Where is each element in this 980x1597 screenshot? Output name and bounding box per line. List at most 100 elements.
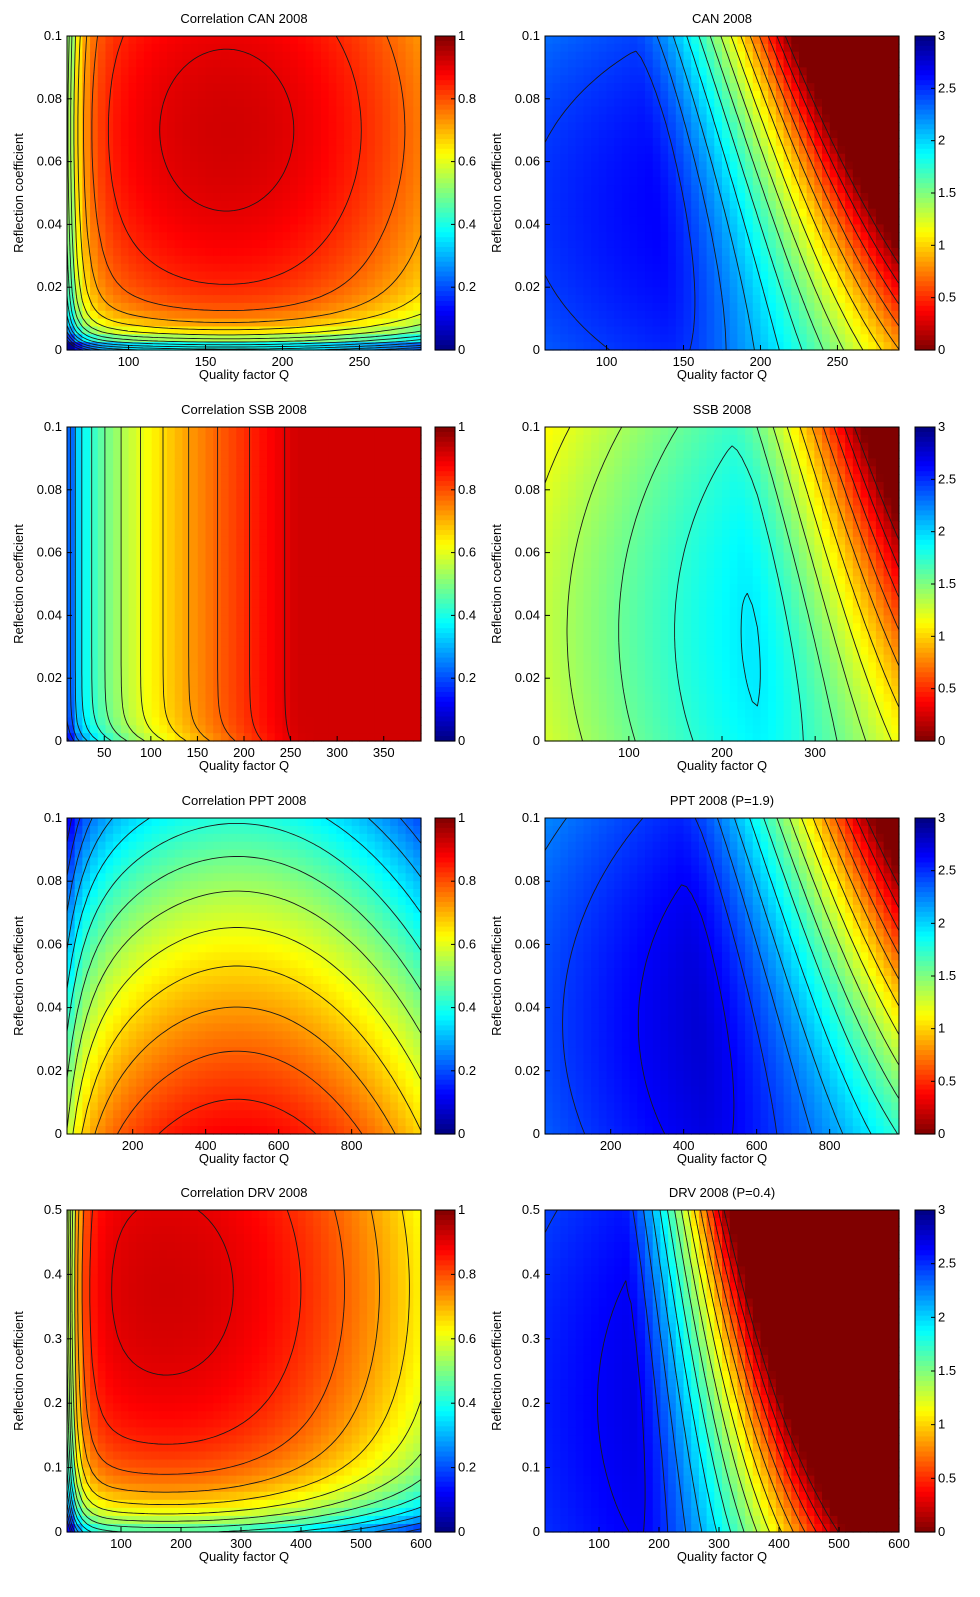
heatmap-cell (274, 122, 284, 131)
heatmap-cell (837, 240, 846, 249)
heatmap-cell (251, 279, 260, 288)
heatmap-cell (822, 279, 831, 288)
heatmap-cell (320, 138, 330, 147)
heatmap-cell (745, 287, 754, 296)
heatmap-cell (113, 232, 122, 241)
heatmap-cell (143, 481, 153, 491)
heatmap-cell (228, 623, 237, 632)
heatmap-cell (190, 153, 199, 163)
heatmap-cell (167, 138, 176, 147)
heatmap-cell (629, 130, 638, 139)
chart-title: Correlation CAN 2008 (180, 11, 307, 26)
heatmap-cell (629, 36, 638, 45)
heatmap-cell (105, 114, 114, 123)
heatmap-cell (159, 271, 168, 280)
heatmap-cell (374, 51, 384, 61)
heatmap-cell (891, 153, 900, 163)
heatmap-cell (151, 497, 160, 507)
heatmap-cell (205, 654, 214, 664)
heatmap-cell (290, 75, 299, 84)
contour-line (698, 35, 803, 351)
heatmap-cell (359, 318, 368, 328)
heatmap-cell (629, 75, 638, 84)
heatmap-cell (606, 43, 615, 53)
heatmap-cell (90, 686, 99, 695)
heatmap-cell (606, 98, 615, 108)
heatmap-cell (814, 43, 823, 53)
heatmap-cell (113, 686, 122, 695)
colorbar-segment (435, 202, 455, 209)
heatmap-cell (583, 310, 592, 320)
heatmap-cell (668, 310, 677, 320)
heatmap-cell (282, 177, 291, 186)
heatmap-cell (290, 271, 299, 280)
heatmap-cell (868, 271, 877, 280)
heatmap-cell (182, 106, 191, 116)
heatmap-cell (236, 693, 245, 703)
heatmap-cell (220, 208, 230, 218)
heatmap-cell (97, 638, 107, 648)
heatmap-cell (267, 279, 276, 288)
heatmap-cell (783, 51, 792, 61)
heatmap-cell (806, 43, 815, 53)
heatmap-cell (637, 295, 646, 304)
heatmap-cell (105, 646, 114, 656)
heatmap-cell (783, 279, 792, 288)
heatmap-cell (552, 295, 561, 304)
heatmap-cell (860, 240, 869, 249)
heatmap-cell (174, 701, 184, 711)
heatmap-cell (174, 224, 184, 233)
heatmap-cell (267, 193, 276, 202)
heatmap-cell (868, 75, 877, 84)
heatmap-cell (798, 263, 808, 273)
heatmap-cell (629, 67, 638, 76)
colorbar-segment (435, 266, 455, 273)
heatmap-cell (645, 193, 654, 202)
heatmap-cell (74, 98, 83, 108)
heatmap-cell (313, 310, 322, 320)
heatmap-cell (351, 98, 361, 108)
heatmap-cell (768, 153, 777, 163)
heatmap-cell (174, 717, 184, 726)
heatmap-cell (560, 342, 569, 351)
heatmap-cell (645, 43, 654, 53)
heatmap-cell (598, 326, 608, 335)
heatmap-cell (182, 631, 191, 640)
heatmap-cell (82, 295, 91, 304)
heatmap-cell (159, 185, 168, 194)
heatmap-cell (159, 326, 168, 335)
heatmap-cell (591, 83, 600, 92)
heatmap-cell (683, 271, 692, 280)
heatmap-cell (875, 334, 885, 343)
heatmap-cell (545, 59, 554, 68)
heatmap-cell (267, 552, 276, 562)
heatmap-cell (105, 623, 114, 632)
heatmap-cell (621, 130, 631, 139)
heatmap-cell (113, 662, 122, 671)
heatmap-cell (228, 646, 237, 656)
heatmap-cell (228, 122, 237, 131)
heatmap-cell (883, 326, 892, 335)
heatmap-cell (722, 295, 731, 304)
heatmap-cell (282, 200, 291, 210)
heatmap-cell (382, 177, 391, 186)
heatmap-cell (197, 279, 207, 288)
heatmap-cell (182, 670, 191, 679)
heatmap-cell (259, 434, 268, 444)
heatmap-cell (652, 153, 662, 163)
heatmap-cell (90, 717, 99, 726)
heatmap-cell (875, 59, 885, 68)
heatmap-cell (891, 216, 900, 225)
contour-line (66, 242, 422, 346)
heatmap-cell (128, 576, 137, 585)
heatmap-cell (883, 342, 892, 351)
heatmap-cell (752, 177, 762, 186)
heatmap-cell (783, 185, 792, 194)
heatmap-cell (691, 114, 700, 123)
heatmap-cell (405, 216, 414, 225)
heatmap-cell (791, 310, 800, 320)
heatmap-cell (545, 208, 554, 218)
heatmap-cell (606, 342, 615, 351)
heatmap-cell (822, 271, 831, 280)
heatmap-cell (190, 193, 199, 202)
